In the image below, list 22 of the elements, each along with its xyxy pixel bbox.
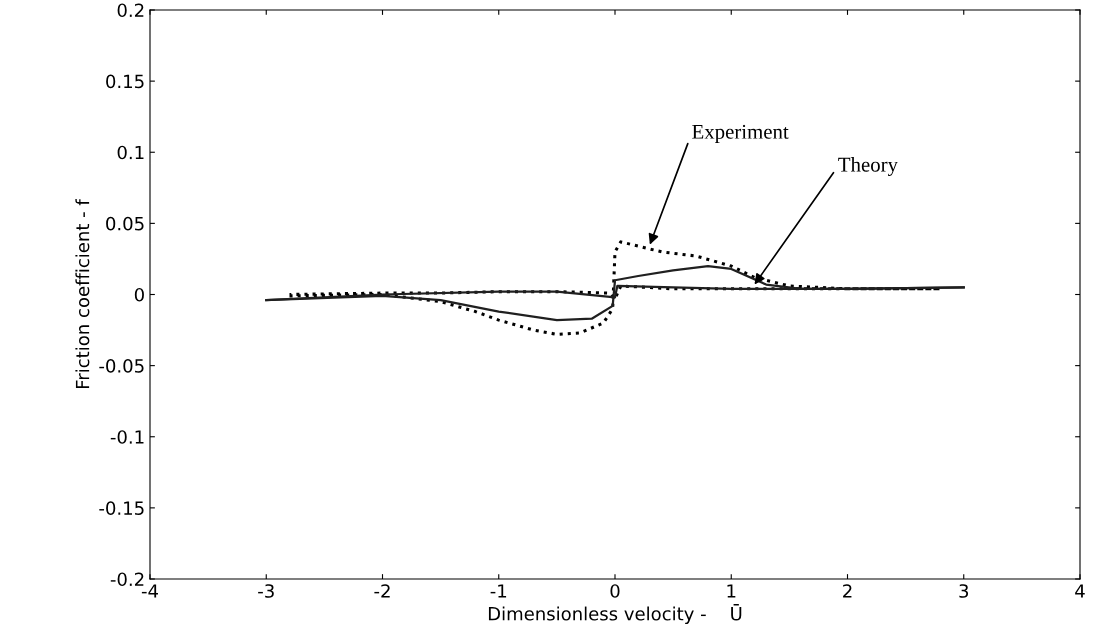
y-tick-label: -0.05 — [99, 359, 144, 373]
annotation: Theory — [838, 157, 898, 176]
y-tick-label: 0 — [134, 287, 144, 302]
x-tick-label: 0 — [610, 584, 620, 598]
x-tick-label: -4 — [141, 584, 158, 598]
y-tick-label: -0.2 — [110, 572, 144, 587]
x-tick-label: 1 — [727, 584, 736, 598]
x-tick-label: -3 — [258, 584, 274, 598]
x-tick-label: 3 — [959, 584, 969, 598]
y-tick-label: -0.15 — [99, 501, 144, 515]
y-tick-label: 0.15 — [106, 74, 144, 89]
y-tick-label: 0.2 — [117, 3, 144, 18]
x-tick-label: 4 — [1075, 584, 1085, 598]
y-axis-title: Friction coefficient - f — [75, 198, 90, 388]
y-tick-label: 0.1 — [117, 145, 144, 160]
x-tick-label: -2 — [374, 584, 390, 598]
annotation: Experiment — [692, 124, 789, 144]
y-tick-label: -0.1 — [110, 430, 144, 444]
x-axis-title: Dimensionless velocity - Ū — [488, 604, 742, 625]
y-tick-label: 0.05 — [106, 216, 144, 231]
x-tick-label: -1 — [490, 584, 507, 598]
x-tick-label: 2 — [843, 584, 852, 598]
